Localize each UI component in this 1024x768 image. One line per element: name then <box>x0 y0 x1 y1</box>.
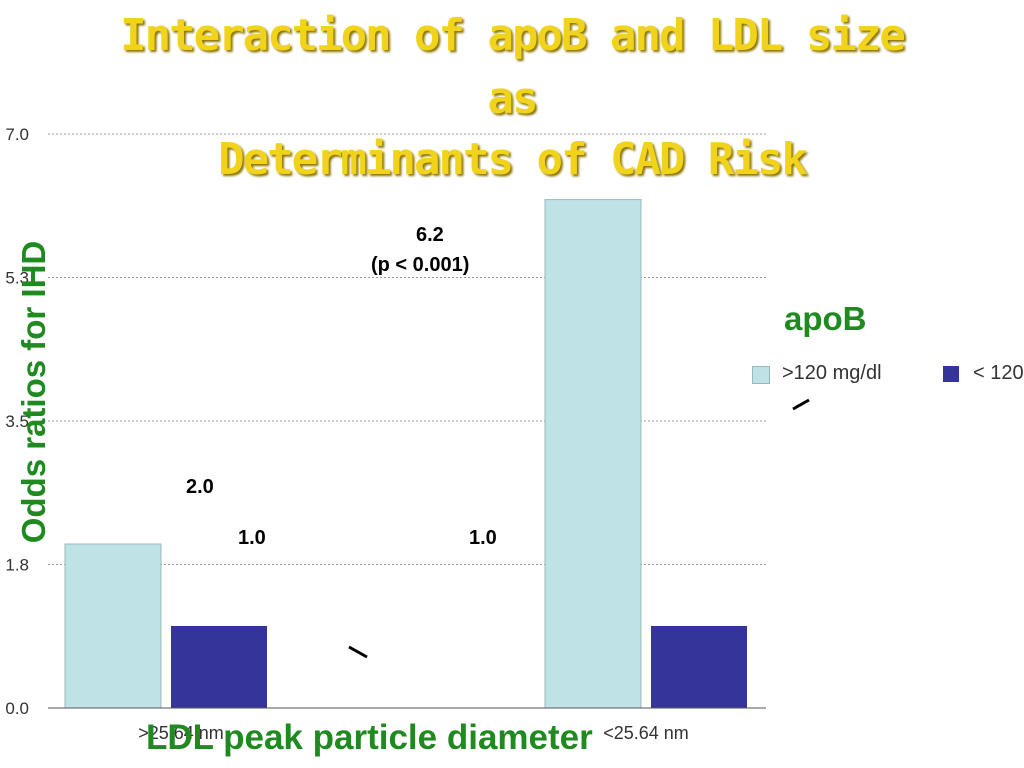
y-axis-label: Odds ratios for IHD <box>15 240 52 544</box>
legend-swatch-series-2 <box>943 366 959 382</box>
annotation-value-6-2: 6.2 <box>416 224 444 246</box>
x-tick-label: <25.64 nm <box>603 723 689 743</box>
y-tick-label: 7.0 <box>5 125 29 144</box>
bar-1-1 <box>64 543 162 709</box>
annotation-p-value: (p < 0.001) <box>371 254 470 276</box>
axis-break-mark-right <box>792 398 810 411</box>
y-tick-label: 1.8 <box>5 556 29 575</box>
y-tick-label: 5.3 <box>5 269 29 288</box>
annotation-value-1-0-right: 1.0 <box>469 527 497 549</box>
title-line-2: as <box>487 73 539 124</box>
x-tick-label: >25.64 nm <box>138 723 224 743</box>
annotation-value-1-0-left: 1.0 <box>238 527 266 549</box>
legend-label-series-2: < 120 <box>973 362 1024 384</box>
bar-2-2 <box>651 626 747 708</box>
legend-swatch-series-1 <box>752 366 770 384</box>
bar-1-2 <box>544 199 642 709</box>
title-line-1: Interaction of apoB and LDL size <box>120 10 906 61</box>
title-line-3: Determinants of CAD Risk <box>218 134 808 185</box>
bar-2-1 <box>171 626 267 708</box>
x-axis-label: LDL peak particle diameter <box>146 718 593 757</box>
legend-title: apoB <box>784 300 867 337</box>
y-tick-label: 0.0 <box>5 699 29 718</box>
axis-break-mark-left <box>348 645 368 659</box>
legend-label-series-1: >120 mg/dl <box>782 362 882 384</box>
y-tick-label: 3.5 <box>5 412 29 431</box>
annotation-value-2-0: 2.0 <box>186 476 214 498</box>
